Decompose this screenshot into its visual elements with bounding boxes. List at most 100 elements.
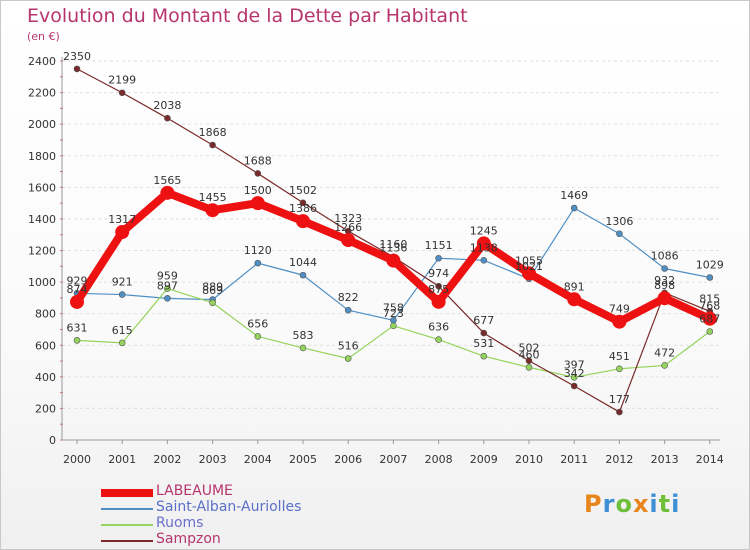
data-point <box>616 230 623 238</box>
data-point <box>118 89 126 97</box>
data-point <box>160 185 175 200</box>
data-point <box>570 204 578 212</box>
data-point <box>435 254 442 262</box>
data-point <box>73 65 81 73</box>
y-tick-label: 1400 <box>28 213 56 226</box>
data-label: 1688 <box>244 154 272 167</box>
proxiti-logo: Proxiti <box>584 490 680 518</box>
y-tick-label: 400 <box>35 371 56 384</box>
data-label: 451 <box>609 350 630 363</box>
x-tick-label: 2004 <box>244 453 272 466</box>
data-label: 1306 <box>605 215 633 228</box>
data-label: 1029 <box>696 259 724 272</box>
logo-letter: x <box>632 490 650 518</box>
x-tick-label: 2006 <box>334 453 362 466</box>
data-point <box>115 225 130 240</box>
data-point <box>612 314 627 329</box>
data-label: 1138 <box>470 241 498 254</box>
data-label: 342 <box>564 367 585 380</box>
data-label: 615 <box>112 324 133 337</box>
x-tick-label: 2012 <box>605 453 633 466</box>
data-label: 1323 <box>334 212 362 225</box>
data-point <box>706 274 714 281</box>
data-label: 631 <box>67 321 88 334</box>
data-label: 583 <box>293 329 314 342</box>
x-tick-label: 2007 <box>379 453 407 466</box>
x-tick-label: 2002 <box>153 453 181 466</box>
data-label: 1151 <box>425 239 453 252</box>
y-tick-label: 1600 <box>28 181 56 194</box>
logo-letter: o <box>615 490 633 518</box>
data-label: 502 <box>519 342 540 355</box>
data-label: 723 <box>383 307 404 320</box>
data-point <box>616 408 623 416</box>
data-label: 531 <box>473 337 494 350</box>
logo-letter: r <box>602 490 616 518</box>
data-label: 932 <box>654 274 675 287</box>
data-point <box>299 271 307 279</box>
data-label: 656 <box>247 317 268 330</box>
data-point <box>209 141 216 149</box>
data-point <box>118 339 126 347</box>
y-unit-label: (en €) <box>27 30 60 43</box>
data-label: 1386 <box>289 202 317 215</box>
y-tick-label: 0 <box>49 434 56 447</box>
y-tick-label: 800 <box>35 308 56 321</box>
data-label: 2199 <box>108 74 136 87</box>
legend-label: Saint-Alban-Auriolles <box>156 499 302 515</box>
logo-letter: P <box>584 490 603 518</box>
data-label: 1120 <box>244 244 272 257</box>
legend-swatch <box>101 508 153 510</box>
data-point <box>73 337 81 344</box>
data-label: 974 <box>428 267 449 280</box>
data-label: 687 <box>699 313 720 326</box>
data-point <box>344 355 352 362</box>
data-label: 636 <box>428 321 449 334</box>
x-tick-label: 2010 <box>515 453 543 466</box>
data-label: 758 <box>383 301 404 314</box>
data-label: 822 <box>338 291 359 304</box>
x-tick-label: 2001 <box>108 453 136 466</box>
data-point <box>657 291 672 306</box>
x-tick-label: 2000 <box>63 453 91 466</box>
x-tick-label: 2008 <box>425 453 453 466</box>
data-point <box>525 364 533 371</box>
data-label: 460 <box>519 348 540 361</box>
legend-swatch <box>101 489 153 497</box>
y-tick-label: 600 <box>35 339 56 352</box>
data-point <box>435 282 442 290</box>
data-point <box>480 352 488 360</box>
data-label: 891 <box>564 280 585 293</box>
data-point <box>254 333 262 340</box>
data-label: 1469 <box>560 189 588 202</box>
data-point <box>299 199 307 207</box>
data-label: 897 <box>157 279 178 292</box>
data-point <box>525 357 533 365</box>
data-label: 921 <box>112 276 133 289</box>
data-label: 1266 <box>334 221 362 234</box>
data-label: 1502 <box>289 184 317 197</box>
data-label: 1044 <box>289 256 317 269</box>
data-label: 929 <box>67 274 88 287</box>
data-label: 1245 <box>470 224 498 237</box>
data-point <box>702 311 717 326</box>
data-point <box>164 295 171 302</box>
data-label: 472 <box>654 346 675 359</box>
logo-letter: t <box>658 490 672 518</box>
data-label: 1055 <box>515 254 543 267</box>
data-label: 1086 <box>651 250 679 263</box>
data-point <box>390 322 397 330</box>
data-point <box>164 114 171 122</box>
data-point <box>480 256 488 264</box>
x-tick-label: 2009 <box>470 453 498 466</box>
data-point <box>344 306 352 314</box>
data-point <box>299 344 307 352</box>
logo-letter: i <box>671 490 681 518</box>
data-label: 677 <box>473 314 494 327</box>
data-point <box>386 253 401 268</box>
data-point <box>209 299 216 307</box>
data-point <box>706 328 714 335</box>
data-point <box>341 233 356 248</box>
y-tick-label: 2200 <box>28 87 56 100</box>
